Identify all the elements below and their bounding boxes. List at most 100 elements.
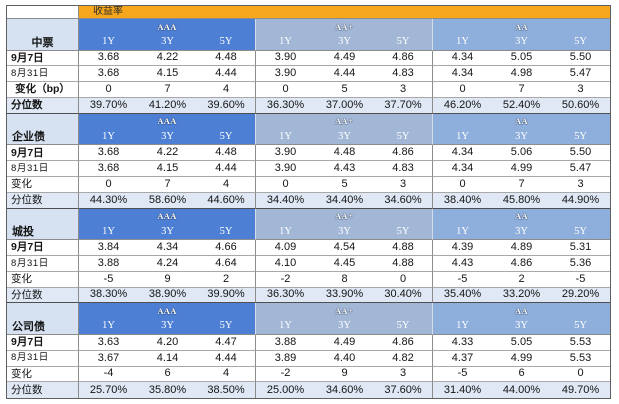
row-label-current-date: 9月7日 xyxy=(7,50,79,67)
value-cell-prior-date-aa-plus-1y: 3.90 xyxy=(256,161,315,177)
value-cell-prior-date-aaa-1y: 3.67 xyxy=(79,351,138,367)
row-label-current-date: 9月7日 xyxy=(7,334,79,351)
value-cell-prior-date-aaa-5y: 4.44 xyxy=(197,161,256,177)
value-cell-percentile-aaa-3y: 58.60% xyxy=(138,192,197,209)
rating-header-aaa: AAA xyxy=(79,208,256,225)
value-cell-current-date-aa-plus-5y: 4.86 xyxy=(374,50,433,67)
value-cell-change-aa-5y: 0 xyxy=(551,367,610,383)
value-cell-prior-date-aaa-1y: 3.68 xyxy=(79,66,138,83)
value-cell-change-aaa-1y: -5 xyxy=(79,272,138,288)
value-cell-change-aa-plus-3y: 8 xyxy=(315,272,374,288)
tenor-header-aaa-1y: 1Y xyxy=(79,34,138,51)
value-cell-change-aa-5y: 3 xyxy=(551,177,610,193)
value-cell-change-aa-plus-3y: 5 xyxy=(315,82,374,98)
value-cell-percentile-aaa-3y: 41.20% xyxy=(138,97,197,114)
value-cell-change-aa-1y: -5 xyxy=(433,367,492,383)
value-cell-prior-date-aa-3y: 4.98 xyxy=(492,66,551,83)
value-cell-current-date-aa-plus-1y: 4.09 xyxy=(256,240,315,256)
tenor-header-aa-1y: 1Y xyxy=(433,129,492,146)
value-cell-current-date-aa-5y: 5.50 xyxy=(551,51,610,67)
tenor-header-aaa-1y: 1Y xyxy=(79,224,138,241)
tenor-header-aa-1y: 1Y xyxy=(433,319,492,335)
value-cell-change-aa-3y: 7 xyxy=(492,177,551,193)
rating-header-aa-plus: AA+ xyxy=(256,19,433,35)
row-label-percentile: 分位数 xyxy=(7,382,79,399)
value-cell-current-date-aa-plus-5y: 4.88 xyxy=(374,240,433,256)
tenor-header-aa-1y: 1Y xyxy=(433,34,492,51)
value-cell-prior-date-aa-1y: 4.34 xyxy=(433,66,492,83)
value-cell-prior-date-aa-plus-3y: 4.40 xyxy=(315,351,374,367)
value-cell-change-aa-3y: 2 xyxy=(492,272,551,288)
tenor-header-aa-plus-5y: 5Y xyxy=(374,319,433,335)
value-cell-percentile-aa-3y: 45.80% xyxy=(492,192,551,209)
value-cell-percentile-aa-5y: 44.90% xyxy=(551,192,610,209)
value-cell-current-date-aa-plus-3y: 4.49 xyxy=(315,335,374,351)
value-cell-prior-date-aa-plus-5y: 4.88 xyxy=(374,255,433,272)
value-cell-current-date-aa-plus-5y: 4.86 xyxy=(374,145,433,162)
tenor-header-aa-plus-3y: 3Y xyxy=(315,34,374,51)
tenor-header-aa-5y: 5Y xyxy=(551,319,610,335)
value-cell-percentile-aa-plus-1y: 36.30% xyxy=(256,97,315,114)
value-cell-current-date-aaa-1y: 3.68 xyxy=(79,145,138,162)
value-cell-percentile-aa-plus-5y: 30.40% xyxy=(374,287,433,304)
tenor-header-aaa-3y: 3Y xyxy=(138,129,197,146)
value-cell-current-date-aa-3y: 5.06 xyxy=(492,145,551,162)
value-cell-prior-date-aaa-3y: 4.15 xyxy=(138,161,197,177)
value-cell-percentile-aaa-5y: 39.60% xyxy=(197,97,256,114)
tenor-header-aa-3y: 3Y xyxy=(492,34,551,51)
value-cell-prior-date-aaa-5y: 4.44 xyxy=(197,66,256,83)
value-cell-prior-date-aaa-1y: 3.88 xyxy=(79,256,138,272)
value-cell-change-aa-plus-5y: 3 xyxy=(374,176,433,193)
value-cell-percentile-aa-plus-5y: 37.60% xyxy=(374,382,433,399)
rating-header-aa: AA xyxy=(433,303,610,320)
value-cell-percentile-aa-3y: 33.20% xyxy=(492,287,551,304)
tenor-header-aa-plus-5y: 5Y xyxy=(374,129,433,146)
tenor-header-aaa-5y: 5Y xyxy=(197,319,256,335)
value-cell-change-aa-plus-5y: 0 xyxy=(374,271,433,288)
value-cell-percentile-aa-3y: 44.00% xyxy=(492,382,551,399)
value-cell-current-date-aaa-1y: 3.63 xyxy=(79,335,138,351)
section-label-urban-investment: 城投 xyxy=(7,208,79,241)
value-cell-prior-date-aa-3y: 4.99 xyxy=(492,161,551,177)
value-cell-current-date-aa-5y: 5.50 xyxy=(551,145,610,162)
value-cell-current-date-aaa-5y: 4.48 xyxy=(197,145,256,162)
tenor-header-aaa-3y: 3Y xyxy=(138,224,197,241)
value-cell-percentile-aa-1y: 38.40% xyxy=(433,192,492,209)
row-label-change: 变化 xyxy=(7,366,79,383)
tenor-header-aaa-5y: 5Y xyxy=(197,34,256,51)
value-cell-change-aa-plus-3y: 9 xyxy=(315,367,374,383)
value-cell-current-date-aaa-5y: 4.47 xyxy=(197,334,256,351)
value-cell-prior-date-aa-plus-1y: 4.10 xyxy=(256,256,315,272)
tenor-header-aa-plus-1y: 1Y xyxy=(256,129,315,146)
value-cell-prior-date-aa-1y: 4.34 xyxy=(433,161,492,177)
value-cell-current-date-aaa-3y: 4.34 xyxy=(138,240,197,256)
value-cell-current-date-aaa-3y: 4.22 xyxy=(138,145,197,162)
row-label-change: 变化 xyxy=(7,176,79,193)
value-cell-prior-date-aaa-3y: 4.15 xyxy=(138,66,197,83)
value-cell-current-date-aa-1y: 4.39 xyxy=(433,240,492,256)
value-cell-percentile-aaa-1y: 38.30% xyxy=(79,287,138,304)
row-label-current-date: 9月7日 xyxy=(7,240,79,256)
tenor-header-aaa-3y: 3Y xyxy=(138,319,197,335)
value-cell-current-date-aaa-5y: 4.66 xyxy=(197,240,256,256)
tenor-header-aaa-3y: 3Y xyxy=(138,34,197,51)
value-cell-prior-date-aa-plus-1y: 3.90 xyxy=(256,66,315,83)
tenor-header-aa-1y: 1Y xyxy=(433,224,492,241)
tenor-header-aa-plus-1y: 1Y xyxy=(256,34,315,51)
value-cell-current-date-aa-5y: 5.53 xyxy=(551,335,610,351)
value-cell-current-date-aa-5y: 5.31 xyxy=(551,240,610,256)
value-cell-current-date-aa-plus-3y: 4.49 xyxy=(315,51,374,67)
value-cell-current-date-aaa-1y: 3.68 xyxy=(79,51,138,67)
value-cell-percentile-aa-plus-5y: 37.70% xyxy=(374,97,433,114)
rating-header-aa-plus: AA+ xyxy=(256,303,433,320)
value-cell-change-aa-plus-1y: -2 xyxy=(256,367,315,383)
row-label-prior-date: 8月31日 xyxy=(7,66,79,83)
value-cell-percentile-aa-5y: 49.70% xyxy=(551,382,610,399)
rating-header-aa: AA xyxy=(433,113,610,130)
value-cell-percentile-aa-plus-3y: 33.90% xyxy=(315,287,374,304)
value-cell-prior-date-aaa-5y: 4.64 xyxy=(197,255,256,272)
tenor-header-aa-plus-3y: 3Y xyxy=(315,224,374,241)
value-cell-current-date-aa-plus-1y: 3.90 xyxy=(256,145,315,162)
value-cell-percentile-aaa-1y: 25.70% xyxy=(79,382,138,399)
tenor-header-aa-plus-1y: 1Y xyxy=(256,224,315,241)
